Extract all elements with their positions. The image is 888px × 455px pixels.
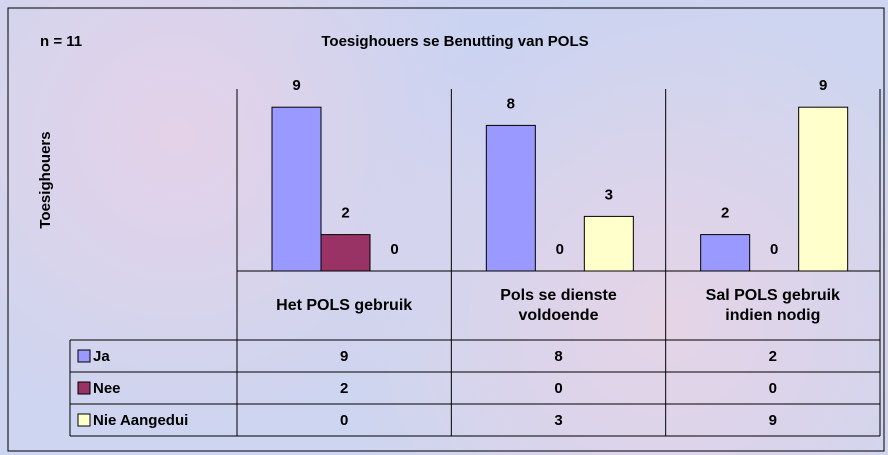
data-label: 2 <box>341 205 349 222</box>
bar <box>798 106 849 272</box>
x-tick-label-text: Pols se dienste voldoende <box>500 286 617 324</box>
x-tick-label-text: Sal POLS gebruik indien nodig <box>705 286 840 324</box>
legend-swatch <box>77 413 91 427</box>
legend-label: Nee <box>93 380 121 397</box>
chart-border <box>7 7 885 452</box>
chart-title: Toesighouers se Benutting van POLS <box>321 33 588 50</box>
bar <box>271 106 322 272</box>
bar <box>700 234 751 272</box>
data-label: 2 <box>721 205 729 222</box>
data-label: 8 <box>507 95 515 112</box>
legend-label: Ja <box>93 348 110 365</box>
data-label: 0 <box>390 241 398 258</box>
table-cell: 9 <box>769 412 777 429</box>
table-cell: 9 <box>340 348 348 365</box>
bar <box>320 234 371 272</box>
table-cell: 0 <box>554 380 562 397</box>
legend-swatch <box>77 381 91 395</box>
data-label: 0 <box>770 241 778 258</box>
legend-swatch <box>77 349 91 363</box>
bar <box>583 215 634 272</box>
y-axis-label: Toesighouers <box>37 131 54 228</box>
data-label: 9 <box>292 77 300 94</box>
legend-label: Nie Aangedui <box>93 412 188 429</box>
data-label: 0 <box>556 241 564 258</box>
x-tick-label: Sal POLS gebruik indien nodig <box>666 271 880 340</box>
table-cell: 0 <box>769 380 777 397</box>
table-cell: 0 <box>340 412 348 429</box>
table-cell: 2 <box>769 348 777 365</box>
data-label: 9 <box>819 77 827 94</box>
table-cell: 2 <box>340 380 348 397</box>
table-cell: 3 <box>554 412 562 429</box>
table-cell: 8 <box>554 348 562 365</box>
data-label: 3 <box>605 186 613 203</box>
chart-subtitle: n = 11 <box>40 33 82 50</box>
bar <box>485 124 536 272</box>
x-tick-label-text: Het POLS gebruik <box>276 296 413 314</box>
x-tick-label: Het POLS gebruik <box>237 271 451 340</box>
x-tick-label: Pols se dienste voldoende <box>451 271 665 340</box>
